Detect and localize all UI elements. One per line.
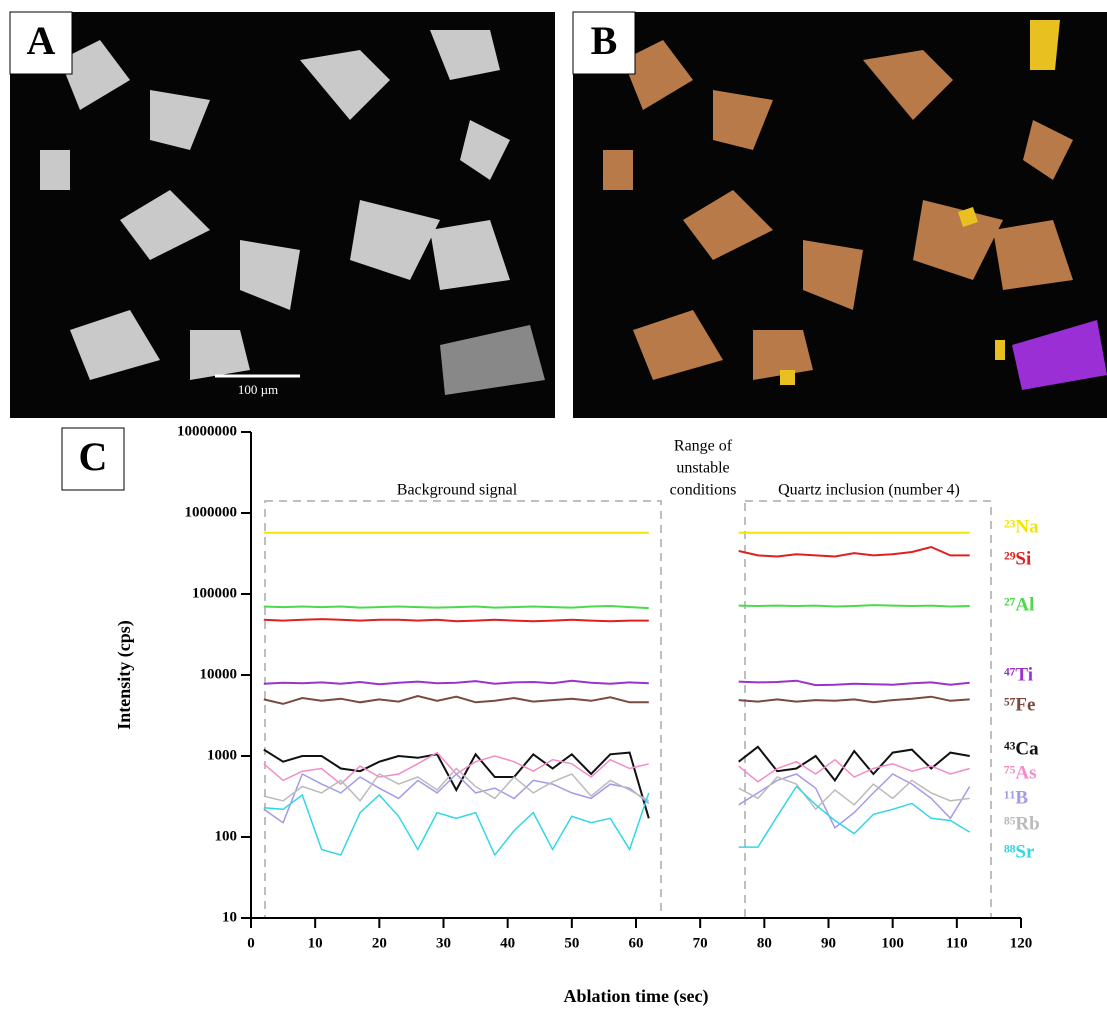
y-tick-label: 100000 (192, 585, 237, 601)
series-line (263, 767, 970, 811)
x-tick-label: 120 (1010, 935, 1033, 951)
x-tick-label: 110 (946, 935, 968, 951)
panel-label: A (27, 18, 56, 63)
series-line (263, 745, 970, 819)
panel-label: C (79, 434, 108, 479)
y-tick-label: 10000000 (177, 423, 237, 439)
x-tick-label: 50 (564, 935, 579, 951)
series-line (263, 604, 970, 610)
y-tick-label: 1000 (207, 747, 237, 763)
y-axis-label: Intensity (cps) (114, 620, 135, 730)
series-line (263, 785, 971, 857)
annotation: Background signal (397, 482, 518, 499)
background-box (264, 500, 662, 919)
x-tick-label: 30 (436, 935, 451, 951)
x-tick-label: 40 (500, 935, 515, 951)
series-line (263, 679, 970, 687)
x-axis-label: Ablation time (sec) (564, 986, 709, 1007)
legend-label: ²⁹Si (1004, 548, 1031, 569)
annotation: Range of (674, 438, 733, 455)
x-tick-label: 60 (629, 935, 644, 951)
x-tick-label: 0 (247, 935, 255, 951)
quartz-box (744, 500, 992, 919)
legend-label: ⁷⁵As (1004, 762, 1037, 783)
legend-label: ⁵⁷Fe (1004, 694, 1035, 715)
y-tick-label: 10 (222, 909, 237, 925)
scale-bar-label: 100 µm (238, 382, 278, 397)
x-tick-label: 80 (757, 935, 772, 951)
panel-label: B (591, 18, 618, 63)
micrograph-b: B (572, 11, 1107, 418)
x-tick-label: 70 (693, 935, 708, 951)
y-tick-label: 10000 (200, 666, 238, 682)
series-line (263, 694, 970, 705)
series-line (263, 751, 970, 786)
y-tick-label: 100 (215, 828, 238, 844)
legend-label: ²⁷Al (1004, 594, 1034, 615)
legend-label: ⁸⁵Rb (1004, 813, 1040, 834)
annotation: Quartz inclusion (number 4) (778, 482, 960, 499)
y-tick-label: 1000000 (185, 504, 238, 520)
x-tick-label: 90 (821, 935, 836, 951)
series-line (263, 545, 970, 623)
legend-label: ⁴⁷Ti (1004, 664, 1033, 685)
x-tick-label: 20 (372, 935, 387, 951)
panel-box (61, 427, 125, 491)
micrograph-a: 100 µm A (9, 11, 555, 418)
x-tick-label: 10 (308, 935, 323, 951)
series-line (263, 772, 971, 829)
legend-label: ⁴³Ca (1004, 738, 1039, 759)
annotation: conditions (670, 482, 737, 499)
legend-label: ¹¹B (1004, 787, 1028, 808)
legend-label: ⁸⁸Sr (1004, 841, 1035, 862)
legend-label: ²³Na (1004, 516, 1039, 537)
x-tick-label: 100 (881, 935, 904, 951)
annotation: unstable (676, 460, 729, 477)
